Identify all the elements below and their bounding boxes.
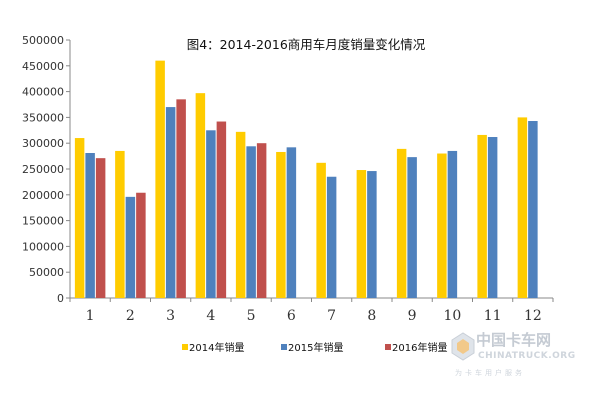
bar-2014-month-9: [396, 148, 407, 298]
bar-2016-month-3: [176, 99, 186, 298]
x-tick-label: 11: [484, 308, 502, 324]
bar-2015-month-10: [447, 150, 458, 298]
bar-2014-month-3: [155, 60, 165, 298]
bar-2015-month-9: [407, 157, 417, 298]
legend-label: 2015年销量: [288, 341, 343, 354]
bar-2014-month-10: [437, 153, 447, 298]
bar-2014-month-5: [235, 131, 246, 298]
y-tick-label: 200000: [22, 189, 64, 202]
x-tick-label: 1: [86, 308, 95, 324]
watermark-chinese: 中国卡车网: [476, 331, 551, 349]
legend-swatch: [281, 344, 287, 350]
bar-2015-month-6: [286, 147, 297, 298]
y-axis: 0 50000 100000 150000 200000 250000 300000 3500…: [22, 34, 71, 305]
bar-2015-month-12: [528, 121, 538, 298]
legend-label: 2016年销量: [392, 341, 447, 354]
y-tick-label: 350000: [22, 111, 64, 124]
bars: [74, 60, 538, 299]
x-tick-label: 4: [206, 308, 215, 324]
watermark-slogan: 为卡车用户服务: [455, 368, 525, 377]
y-tick-label: 450000: [22, 60, 64, 73]
x-tick-label: 5: [247, 308, 256, 324]
bar-2015-month-8: [367, 171, 377, 298]
bar-2015-month-7: [326, 176, 337, 298]
y-tick-label: 250000: [22, 163, 64, 176]
bar-2014-month-2: [115, 150, 125, 298]
legend: 2014年销量 2015年销量 2016年销量: [182, 341, 447, 354]
legend-swatch: [182, 344, 188, 350]
bar-2014-month-1: [74, 138, 85, 298]
watermark-english: CHINATRUCK.ORG: [478, 351, 576, 361]
bar-2015-month-5: [246, 146, 256, 298]
x-tick-label: 3: [166, 308, 175, 324]
bar-2014-month-6: [276, 151, 286, 298]
x-tick-label: 6: [287, 308, 296, 324]
bar-2016-month-4: [216, 121, 227, 298]
bar-2016-month-5: [256, 143, 267, 298]
y-tick-label: 500000: [22, 34, 64, 47]
bar-2016-month-1: [95, 158, 106, 298]
watermark-logo-icon: [451, 332, 475, 361]
legend-swatch: [385, 344, 391, 350]
x-tick-label: 10: [443, 308, 461, 324]
y-tick-label: 100000: [22, 240, 64, 253]
y-tick-label: 50000: [29, 266, 64, 279]
x-tick-label: 12: [524, 308, 542, 324]
x-tick-label: 7: [327, 308, 336, 324]
bar-2016-month-2: [136, 192, 146, 298]
bar-2015-month-1: [85, 153, 95, 298]
x-tick-label: 9: [408, 308, 417, 324]
y-tick-label: 150000: [22, 215, 64, 228]
y-tick-label: 0: [57, 292, 64, 305]
bar-2015-month-4: [206, 130, 216, 298]
bar-2014-month-12: [517, 117, 528, 299]
x-tick-label: 2: [126, 308, 135, 324]
bar-2014-month-4: [195, 93, 206, 299]
legend-label: 2014年销量: [189, 341, 244, 354]
bar-2015-month-2: [125, 196, 136, 298]
chart-title: 图4：2014-2016商用车月度销量变化情况: [187, 37, 426, 52]
x-axis: 1 2 3 4 5 6 7 8 9 10 11 12: [69, 297, 554, 324]
bar-2014-month-7: [316, 162, 326, 298]
bar-2015-month-11: [487, 137, 498, 298]
y-tick-label: 300000: [22, 137, 64, 150]
x-tick-label: 8: [367, 308, 376, 324]
bar-2014-month-11: [477, 134, 487, 298]
watermark: 中国卡车网 CHINATRUCK.ORG 为卡车用户服务: [451, 331, 576, 377]
bar-2015-month-3: [165, 107, 176, 298]
y-tick-label: 400000: [22, 86, 64, 99]
bar-2014-month-8: [356, 170, 367, 298]
